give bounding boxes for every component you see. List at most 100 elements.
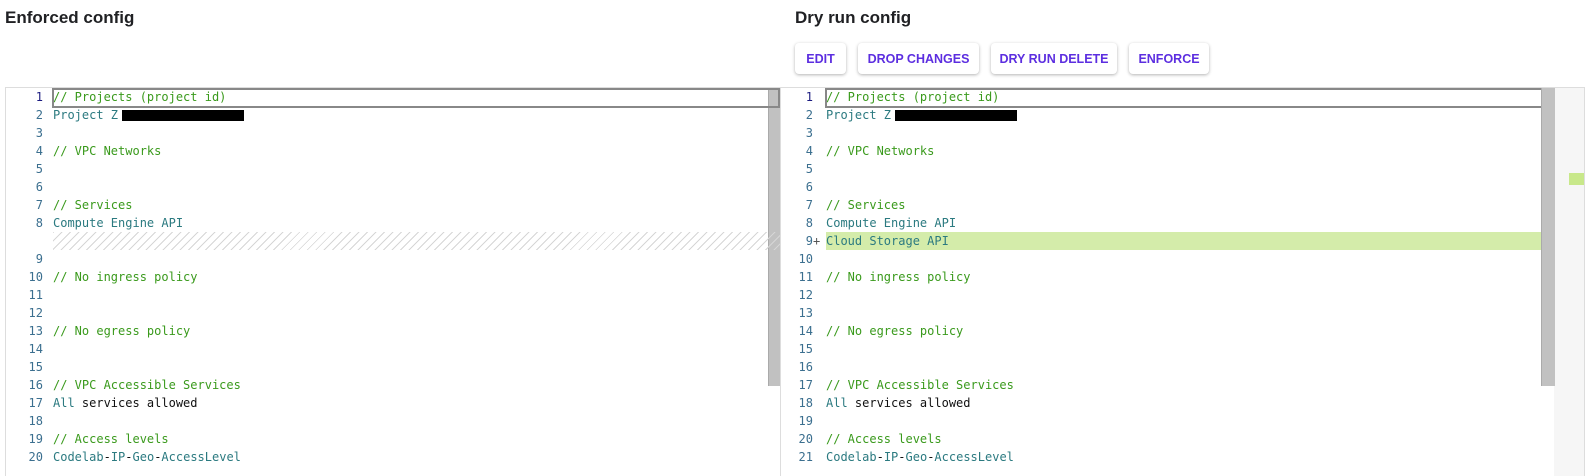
line-number: 18 xyxy=(28,414,43,428)
code-token: Cloud Storage API xyxy=(826,234,949,248)
code-token: // VPC Accessible Services xyxy=(53,378,241,392)
line-number: 1 xyxy=(35,90,43,104)
current-line-box xyxy=(52,88,780,108)
code-token: Project Z xyxy=(53,108,119,122)
redacted-project-id xyxy=(122,110,245,121)
line-number: 17 xyxy=(28,396,43,410)
line-number: 19 xyxy=(28,432,43,446)
code-token: // Services xyxy=(53,198,133,212)
line-number: 5 xyxy=(805,162,813,176)
overview-diff-marker xyxy=(1569,173,1584,185)
line-number: 6 xyxy=(35,180,43,194)
code-line[interactable]: // Services xyxy=(53,196,132,214)
code-line[interactable]: // No ingress policy xyxy=(53,268,198,286)
line-number: 19 xyxy=(798,414,813,428)
code-token: // Access levels xyxy=(53,432,169,446)
line-number: 17 xyxy=(798,378,813,392)
added-line-highlight xyxy=(826,232,1554,250)
code-token: // No egress policy xyxy=(53,324,191,338)
line-number: 18 xyxy=(798,396,813,410)
dry-run-delete-button[interactable]: DRY RUN DELETE xyxy=(991,43,1117,74)
line-number: 9 xyxy=(35,252,43,266)
code-token: // Projects (project id) xyxy=(53,90,227,104)
code-line[interactable]: // No egress policy xyxy=(53,322,190,340)
line-number: 13 xyxy=(798,306,813,320)
diff-placeholder-row xyxy=(53,232,781,250)
line-number: 11 xyxy=(798,270,813,284)
code-line[interactable]: Codelab-IP-Geo-AccessLevel xyxy=(826,448,1014,466)
line-number: 3 xyxy=(35,126,43,140)
code-line[interactable]: // Projects (project id) xyxy=(53,88,226,106)
line-number: 11 xyxy=(28,288,43,302)
line-number: 6 xyxy=(805,180,813,194)
code-line[interactable]: // Projects (project id) xyxy=(826,88,999,106)
line-number: 16 xyxy=(28,378,43,392)
code-line[interactable]: // Access levels xyxy=(826,430,942,448)
line-number: 2 xyxy=(35,108,43,122)
code-token: - xyxy=(125,450,133,464)
code-line[interactable]: // Services xyxy=(826,196,905,214)
code-token: AccessLevel xyxy=(934,450,1014,464)
current-line-box xyxy=(825,88,1553,108)
line-number: 15 xyxy=(28,360,43,374)
enforced-config-editor[interactable]: 1 // Projects (project id) 2 Project Z 3 4 // … xyxy=(5,87,782,476)
code-line[interactable]: Project Z xyxy=(53,106,245,124)
code-token: Geo xyxy=(905,450,928,464)
code-line[interactable]: // No egress policy xyxy=(826,322,963,340)
code-token: Codelab xyxy=(53,450,104,464)
enforce-button[interactable]: ENFORCE xyxy=(1129,43,1209,74)
line-number: 4 xyxy=(35,144,43,158)
dry-run-config-title: Dry run config xyxy=(795,8,912,27)
line-number: 1 xyxy=(805,90,813,104)
code-token: - xyxy=(876,450,884,464)
code-line[interactable]: Compute Engine API xyxy=(53,214,183,232)
enforced-config-title: Enforced config xyxy=(5,8,135,27)
code-token: Compute Engine API xyxy=(53,216,184,230)
line-number: 12 xyxy=(798,288,813,302)
dry-run-editor-scrollbar[interactable] xyxy=(1541,88,1555,386)
code-token: Project Z xyxy=(826,108,892,122)
code-token: - xyxy=(103,450,111,464)
line-number: 8 xyxy=(805,216,813,230)
redacted-project-id xyxy=(895,110,1018,121)
code-token: services allowed xyxy=(847,396,971,410)
line-number: 8 xyxy=(35,216,43,230)
line-number: 15 xyxy=(798,342,813,356)
code-line[interactable]: // VPC Accessible Services xyxy=(53,376,241,394)
line-number: 13 xyxy=(28,324,43,338)
line-number: 10 xyxy=(798,252,813,266)
code-token: All xyxy=(826,396,848,410)
code-token: // No ingress policy xyxy=(826,270,971,284)
code-line[interactable]: // VPC Networks xyxy=(826,142,934,160)
line-number: 16 xyxy=(798,360,813,374)
code-token: // No ingress policy xyxy=(53,270,198,284)
line-number: 20 xyxy=(798,432,813,446)
line-number: 14 xyxy=(28,342,43,356)
drop-changes-button[interactable]: DROP CHANGES xyxy=(858,43,979,74)
code-line[interactable]: // No ingress policy xyxy=(826,268,971,286)
code-token: - xyxy=(154,450,162,464)
dry-run-config-editor[interactable]: 1 // Projects (project id) 2 Project Z 3 4 // … xyxy=(780,87,1585,476)
line-number: 12 xyxy=(28,306,43,320)
edit-button[interactable]: EDIT xyxy=(795,43,846,74)
code-line[interactable]: Project Z xyxy=(826,106,1018,124)
code-token: // No egress policy xyxy=(826,324,964,338)
code-line[interactable]: All services allowed xyxy=(826,394,971,412)
code-line[interactable]: Cloud Storage API xyxy=(826,232,949,250)
code-line[interactable]: Compute Engine API xyxy=(826,214,956,232)
line-number: 7 xyxy=(805,198,813,212)
code-token: services allowed xyxy=(74,396,198,410)
line-number: 20 xyxy=(28,450,43,464)
code-token: AccessLevel xyxy=(161,450,241,464)
code-line[interactable]: Codelab-IP-Geo-AccessLevel xyxy=(53,448,241,466)
line-number: 4 xyxy=(805,144,813,158)
code-token: // Projects (project id) xyxy=(826,90,1000,104)
code-token: IP xyxy=(110,450,126,464)
code-line[interactable]: // Access levels xyxy=(53,430,169,448)
code-line[interactable]: // VPC Accessible Services xyxy=(826,376,1014,394)
code-token: All xyxy=(53,396,75,410)
line-number: 3 xyxy=(805,126,813,140)
line-number xyxy=(6,232,43,250)
code-line[interactable]: All services allowed xyxy=(53,394,198,412)
code-line[interactable]: // VPC Networks xyxy=(53,142,161,160)
